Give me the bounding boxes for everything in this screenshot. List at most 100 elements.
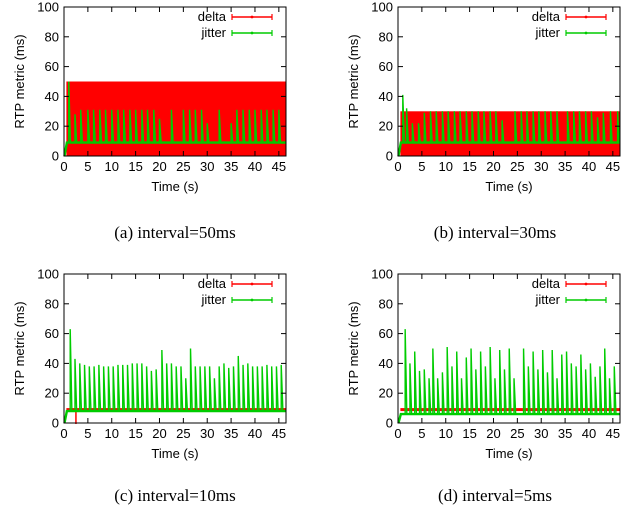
jitter-spike [541, 349, 546, 415]
jitter-spike [489, 346, 493, 415]
jitter-spike [608, 378, 612, 415]
x-axis-label: Time (s) [151, 179, 198, 194]
legend-swatch-point [250, 298, 254, 302]
jitter-spike [402, 94, 406, 143]
jitter-spike [99, 109, 103, 143]
jitter-spike [456, 351, 460, 415]
x-tick-label: 20 [152, 159, 166, 174]
jitter-spike [272, 109, 276, 143]
jitter-spike [98, 364, 102, 412]
x-tick-label: 20 [486, 426, 500, 441]
jitter-spike [278, 109, 282, 143]
legend-swatch-point [584, 282, 588, 286]
y-tick-label: 80 [45, 29, 59, 44]
plot-frame [397, 6, 621, 157]
jitter-spike [80, 109, 84, 143]
jitter-spike [117, 364, 121, 412]
y-tick-label: 20 [45, 119, 59, 134]
y-tick-label: 40 [45, 356, 59, 371]
legend-label-delta: delta [532, 9, 561, 24]
jitter-spike [170, 363, 174, 412]
jitter-spike [589, 363, 593, 415]
x-tick-label: 25 [510, 159, 524, 174]
jitter-spike [102, 366, 106, 412]
jitter-spike [418, 370, 422, 415]
jitter-spike [260, 109, 264, 143]
x-tick-label: 10 [439, 159, 453, 174]
jitter-spike [256, 366, 260, 412]
jitter-spike [428, 378, 432, 415]
jitter-spike [170, 109, 174, 143]
jitter-spike [494, 378, 498, 415]
jitter-spike [414, 351, 418, 415]
jitter-spike [88, 366, 92, 412]
jitter-spike [79, 363, 83, 412]
jitter-spike [572, 111, 577, 143]
y-axis-label: RTP metric (ms) [12, 34, 27, 128]
jitter-spike [129, 109, 133, 143]
jitter-spike [93, 366, 97, 412]
jitter-spike [459, 111, 463, 143]
jitter-spike [590, 111, 594, 143]
jitter-spike [465, 111, 469, 143]
jitter-spike [266, 364, 270, 412]
jitter-spike [423, 369, 427, 415]
jitter-spike [68, 81, 72, 143]
jitter-spike [550, 111, 554, 143]
jitter-spike [556, 111, 560, 143]
jitter-spike [484, 366, 488, 415]
jitter-spike [204, 366, 208, 412]
legend-label-jitter: jitter [200, 292, 226, 307]
jitter-spike [527, 366, 531, 415]
y-tick-label: 60 [45, 59, 59, 74]
jitter-spike [251, 366, 255, 412]
jitter-series [63, 409, 286, 424]
jitter-spike [565, 351, 569, 415]
x-tick-label: 35 [224, 426, 238, 441]
jitter-spike [83, 364, 87, 412]
x-tick-label: 5 [418, 159, 425, 174]
x-tick-label: 35 [558, 159, 572, 174]
jitter-spike [470, 348, 474, 415]
jitter-spike [584, 369, 588, 415]
x-tick-label: 25 [510, 426, 524, 441]
jitter-spike [604, 348, 608, 415]
jitter-spike [189, 348, 193, 412]
y-tick-label: 80 [379, 29, 393, 44]
x-tick-label: 40 [248, 426, 262, 441]
legend-label-jitter: jitter [534, 292, 560, 307]
jitter-spike [498, 349, 503, 415]
jitter-spike [409, 363, 413, 415]
jitter-spike [153, 109, 157, 143]
jitter-spike [575, 366, 579, 415]
jitter-spike [141, 363, 145, 412]
jitter-spike [122, 364, 126, 412]
jitter-spike [404, 329, 408, 415]
jitter-spike [270, 366, 275, 412]
jitter-spike [513, 378, 517, 415]
jitter-spike [107, 366, 111, 412]
legend-label-delta: delta [198, 9, 227, 24]
jitter-spike [538, 111, 542, 143]
jitter-spike [112, 366, 116, 412]
jitter-spike [594, 376, 598, 415]
jitter-spike [237, 355, 241, 412]
jitter-spike [74, 114, 78, 143]
x-axis-label: Time (s) [151, 446, 198, 461]
x-axis-label: Time (s) [485, 446, 532, 461]
y-tick-label: 40 [379, 89, 393, 104]
jitter-spike [230, 123, 234, 143]
jitter-spike [453, 111, 457, 143]
jitter-spike [584, 111, 588, 143]
jitter-spike [495, 111, 499, 143]
jitter-spike [200, 109, 204, 143]
jitter-spike [501, 120, 505, 143]
y-tick-label: 40 [379, 356, 393, 371]
jitter-spike [616, 111, 620, 143]
legend-label-delta: delta [532, 276, 561, 291]
y-tick-label: 20 [45, 386, 59, 401]
y-tick-label: 100 [371, 0, 393, 15]
jitter-spike [87, 109, 91, 143]
jitter-spike [104, 109, 108, 143]
